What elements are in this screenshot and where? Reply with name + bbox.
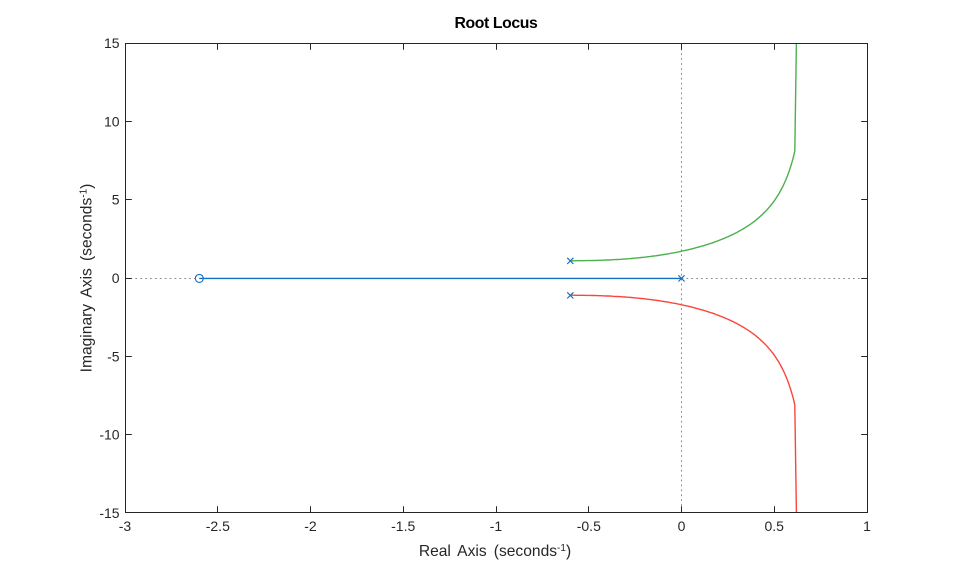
svg-text:-10: -10: [99, 427, 119, 443]
svg-text:Root Locus: Root Locus: [455, 15, 538, 32]
svg-text:-2: -2: [304, 518, 317, 534]
svg-text:-5: -5: [107, 348, 120, 364]
svg-text:5: 5: [112, 192, 120, 208]
svg-text:-1.5: -1.5: [391, 518, 415, 534]
svg-text:1: 1: [863, 518, 871, 534]
svg-text:10: 10: [104, 113, 120, 129]
svg-text:-15: -15: [99, 505, 119, 521]
svg-text:0.5: 0.5: [764, 518, 784, 534]
svg-text:-0.5: -0.5: [577, 518, 601, 534]
svg-text:-2.5: -2.5: [206, 518, 230, 534]
svg-text:-3: -3: [119, 518, 132, 534]
svg-text:-1: -1: [490, 518, 503, 534]
svg-text:0: 0: [678, 518, 686, 534]
svg-text:Real Axis (seconds-1): Real Axis (seconds-1): [419, 543, 571, 560]
svg-text:Imaginary Axis (seconds-1): Imaginary Axis (seconds-1): [78, 184, 95, 373]
svg-text:15: 15: [104, 35, 120, 51]
svg-text:0: 0: [112, 270, 120, 286]
